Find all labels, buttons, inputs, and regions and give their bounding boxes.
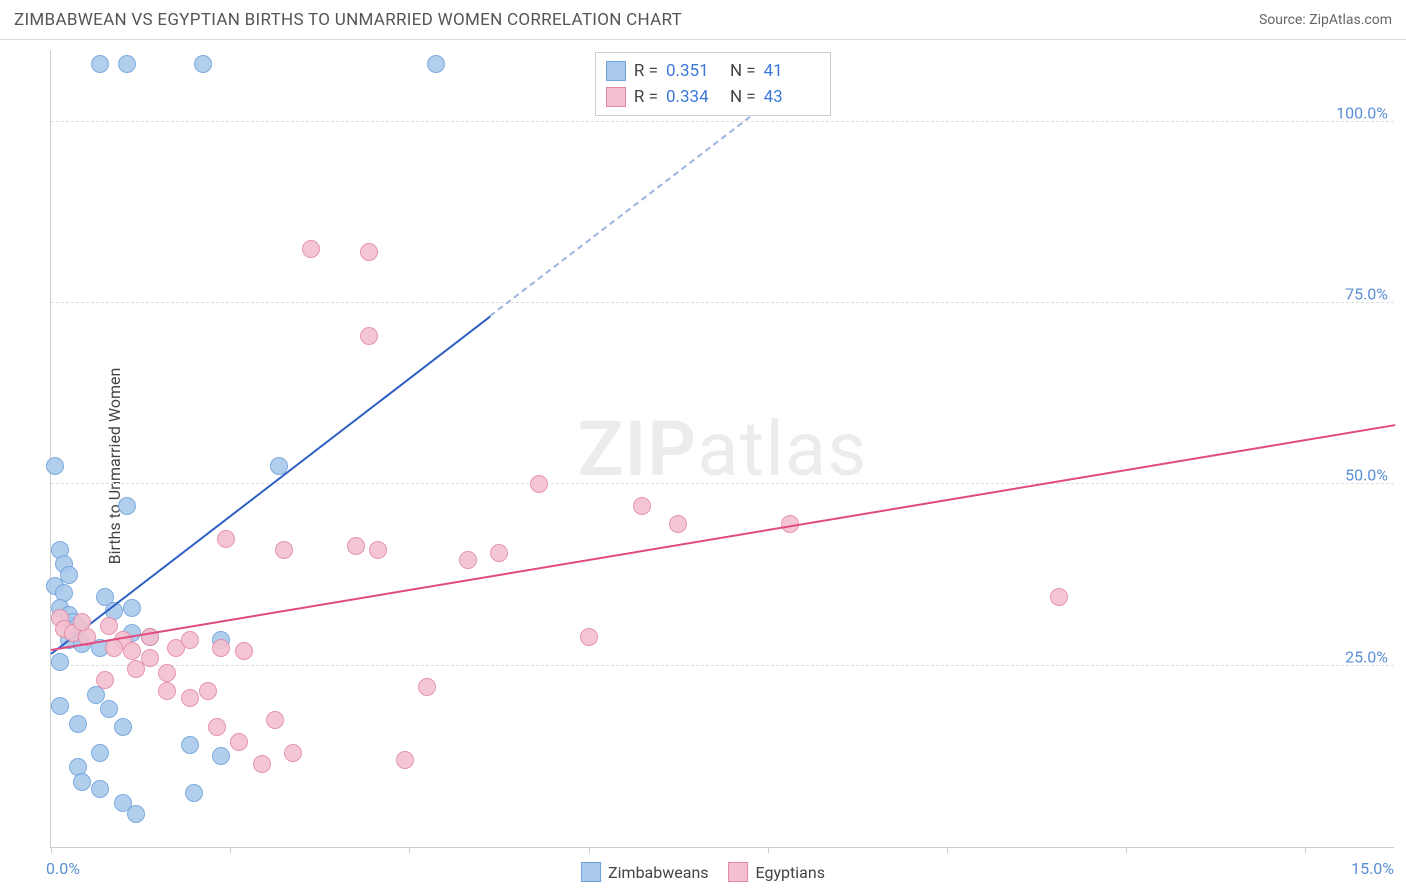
stats-row: R = 0.334 N = 43 — [606, 84, 820, 110]
data-point — [490, 544, 508, 562]
gridline — [51, 665, 1394, 666]
data-point — [69, 715, 87, 733]
data-point — [360, 243, 378, 261]
x-tick — [230, 847, 231, 853]
chart-area: Births to Unmarried Women ZIPatlas 25.0%… — [0, 40, 1406, 892]
data-point — [127, 805, 145, 823]
chart-header: ZIMBABWEAN VS EGYPTIAN BIRTHS TO UNMARRI… — [0, 0, 1406, 40]
data-point — [51, 697, 69, 715]
data-point — [212, 639, 230, 657]
chart-source: Source: ZipAtlas.com — [1259, 12, 1392, 28]
y-tick-label: 25.0% — [1345, 647, 1388, 666]
data-point — [91, 55, 109, 73]
trend-line — [51, 424, 1395, 651]
bottom-legend: Zimbabweans Egyptians — [581, 862, 825, 882]
data-point — [199, 682, 217, 700]
stat-value-r: 0.351 — [666, 61, 722, 81]
data-point — [73, 773, 91, 791]
x-tick — [947, 847, 948, 853]
x-axis-min-label: 0.0% — [46, 859, 80, 878]
data-point — [158, 682, 176, 700]
data-point — [114, 718, 132, 736]
x-tick — [768, 847, 769, 853]
data-point — [669, 515, 687, 533]
stat-value-n: 43 — [764, 87, 820, 107]
data-point — [158, 664, 176, 682]
data-point — [100, 700, 118, 718]
x-tick — [1126, 847, 1127, 853]
x-tick — [1305, 847, 1306, 853]
data-point — [266, 711, 284, 729]
stat-label-n: N = — [730, 61, 756, 81]
watermark: ZIPatlas — [578, 404, 868, 494]
stats-row: R = 0.351 N = 41 — [606, 58, 820, 84]
data-point — [418, 678, 436, 696]
legend-item: Egyptians — [729, 862, 825, 882]
data-point — [181, 736, 199, 754]
data-point — [302, 240, 320, 258]
legend-swatch — [606, 87, 626, 107]
legend-label: Egyptians — [756, 863, 825, 882]
plot-region: ZIPatlas 25.0% 50.0% 75.0% 100.0% R = 0.351 N … — [50, 50, 1394, 848]
data-point — [369, 541, 387, 559]
data-point — [275, 541, 293, 559]
legend-swatch — [606, 61, 626, 81]
data-point — [284, 744, 302, 762]
data-point — [217, 530, 235, 548]
data-point — [347, 537, 365, 555]
data-point — [194, 55, 212, 73]
data-point — [360, 327, 378, 345]
stat-value-n: 41 — [764, 61, 820, 81]
y-tick-label: 50.0% — [1345, 466, 1388, 485]
data-point — [253, 755, 271, 773]
legend-label: Zimbabweans — [608, 863, 708, 882]
data-point — [118, 55, 136, 73]
y-tick-label: 100.0% — [1336, 103, 1388, 122]
data-point — [73, 613, 91, 631]
x-tick — [409, 847, 410, 853]
data-point — [123, 599, 141, 617]
data-point — [396, 751, 414, 769]
legend-swatch — [729, 862, 749, 882]
x-axis-max-label: 15.0% — [1351, 859, 1394, 878]
data-point — [208, 718, 226, 736]
legend-item: Zimbabweans — [581, 862, 708, 882]
stat-label-n: N = — [730, 87, 756, 107]
stat-value-r: 0.334 — [666, 87, 722, 107]
data-point — [633, 497, 651, 515]
data-point — [185, 784, 203, 802]
data-point — [91, 780, 109, 798]
data-point — [46, 457, 64, 475]
gridline — [51, 483, 1394, 484]
x-tick — [589, 847, 590, 853]
data-point — [91, 744, 109, 762]
stat-label-r: R = — [634, 61, 658, 81]
x-tick — [51, 847, 52, 853]
data-point — [100, 617, 118, 635]
gridline — [51, 302, 1394, 303]
data-point — [96, 671, 114, 689]
data-point — [427, 55, 445, 73]
stats-box: R = 0.351 N = 41 R = 0.334 N = 43 — [595, 52, 831, 116]
data-point — [235, 642, 253, 660]
data-point — [459, 551, 477, 569]
stat-label-r: R = — [634, 87, 658, 107]
y-tick-label: 75.0% — [1345, 284, 1388, 303]
data-point — [141, 649, 159, 667]
trend-line — [50, 316, 490, 655]
legend-swatch — [581, 862, 601, 882]
data-point — [51, 653, 69, 671]
data-point — [230, 733, 248, 751]
data-point — [123, 642, 141, 660]
gridline — [51, 121, 1394, 122]
data-point — [181, 631, 199, 649]
data-point — [580, 628, 598, 646]
data-point — [118, 497, 136, 515]
data-point — [1050, 588, 1068, 606]
data-point — [181, 689, 199, 707]
chart-title: ZIMBABWEAN VS EGYPTIAN BIRTHS TO UNMARRI… — [14, 10, 682, 30]
data-point — [530, 475, 548, 493]
data-point — [212, 747, 230, 765]
